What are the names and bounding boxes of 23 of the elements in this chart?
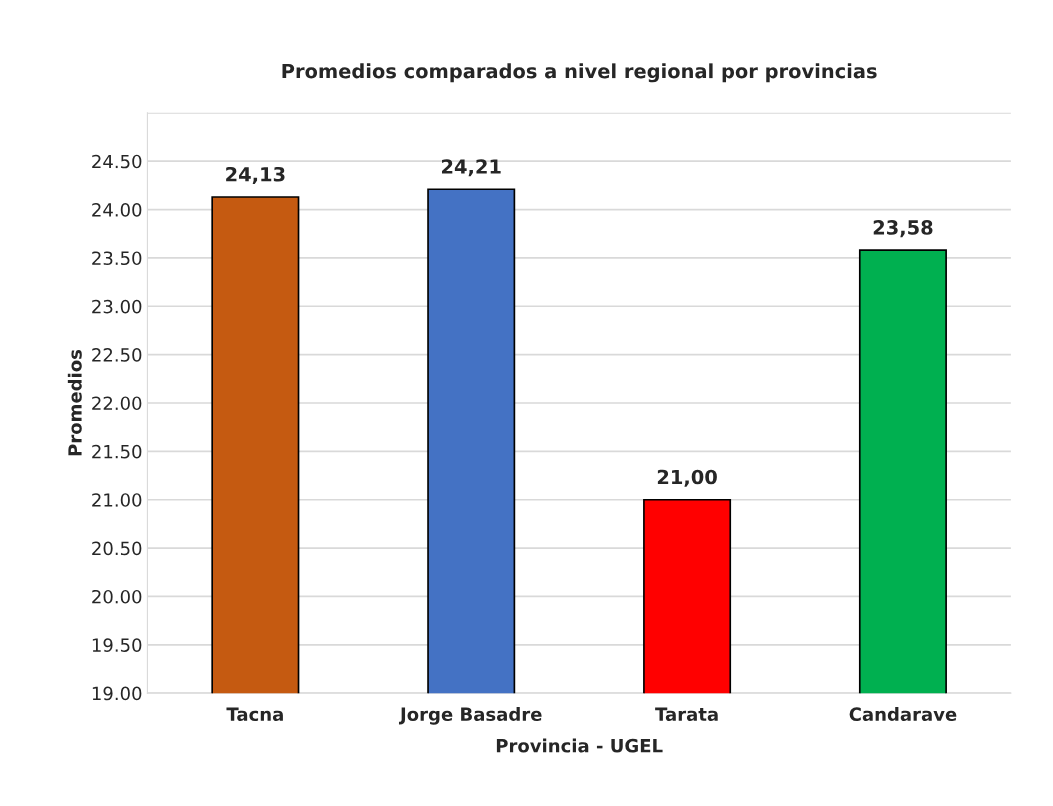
chart-title: Promedios comparados a nivel regional por provincias — [282, 63, 877, 83]
y-tick-label: 23.50 — [92, 251, 142, 266]
x-tick-label: Tarata — [655, 707, 718, 722]
y-tick-label: 20.00 — [92, 589, 142, 604]
data-label: 24,13 — [226, 166, 285, 185]
y-tick-label: 23.00 — [92, 299, 142, 314]
y-tick-label: 20.50 — [92, 541, 142, 556]
y-tick-label: 24.50 — [92, 154, 142, 169]
y-tick-label: 21.50 — [92, 444, 142, 459]
y-tick-label: 22.00 — [92, 396, 142, 411]
y-axis-title: Promedios — [67, 349, 82, 456]
data-label: 21,00 — [657, 469, 717, 487]
data-label: 23,58 — [873, 220, 933, 238]
y-tick-label: 19.50 — [92, 638, 142, 652]
x-axis-title: Provincia - UGEL — [496, 738, 663, 753]
x-tick-label: Tacna — [226, 707, 283, 722]
y-tick-label: 24.00 — [92, 203, 142, 217]
y-tick-label: 22.50 — [92, 348, 142, 362]
y-tick-label: 21.00 — [92, 493, 142, 507]
x-tick-label: Candarave — [849, 707, 957, 722]
y-tick-label: 19.00 — [92, 686, 142, 701]
data-label: 24,21 — [442, 159, 501, 177]
x-tick-label: Jorge Basadre — [398, 707, 542, 725]
